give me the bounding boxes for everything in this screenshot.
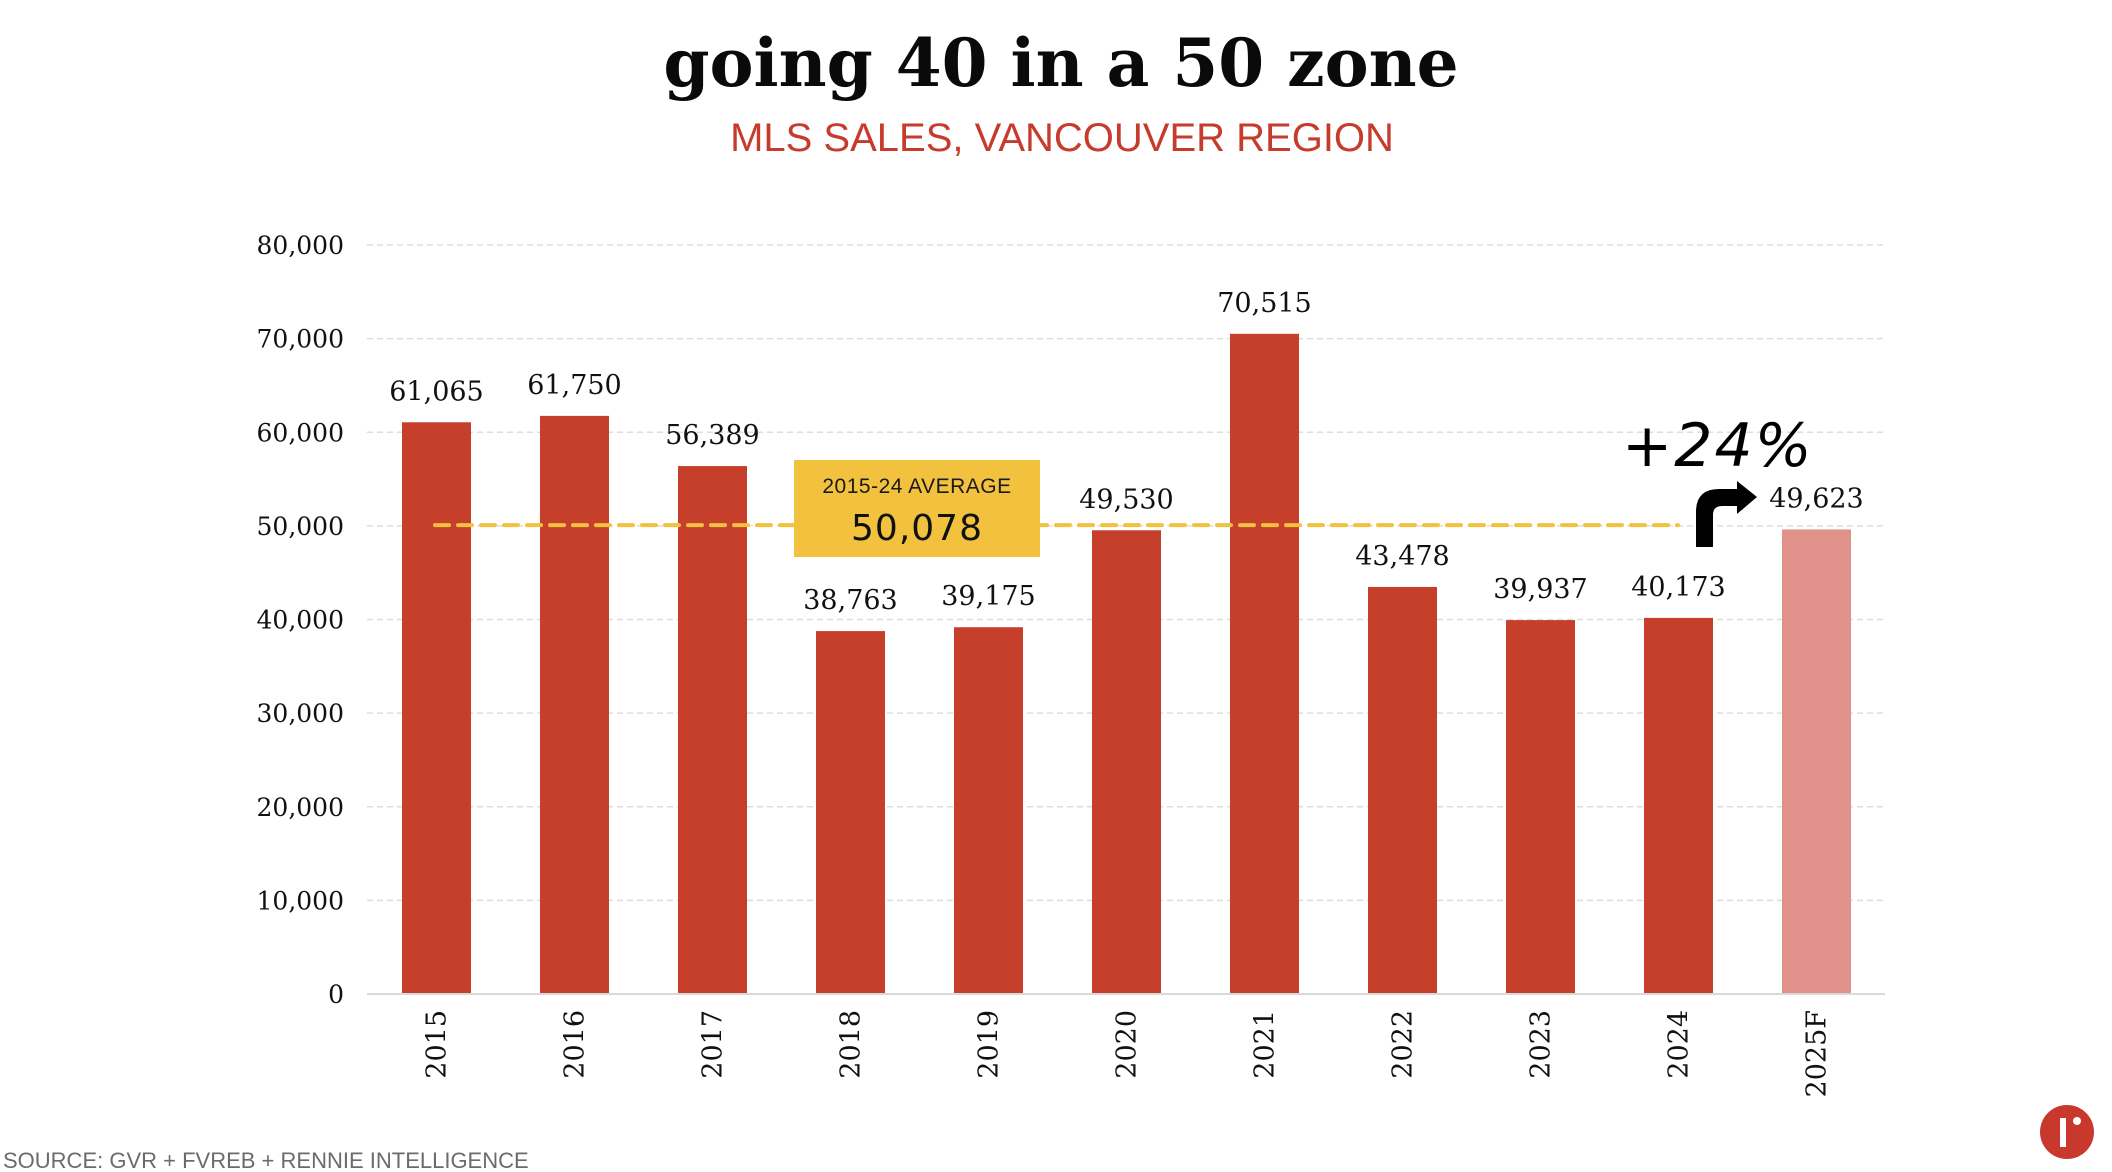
bar-2023 [1506,620,1575,994]
logo-circle [2040,1105,2094,1159]
bar-2021 [1230,333,1299,994]
bar-2020 [1092,530,1161,994]
x-tick-label: 2022 [1388,1010,1419,1079]
data-label: 39,175 [941,581,1035,612]
x-tick-label: 2021 [1250,1010,1281,1079]
data-label: 61,750 [527,370,621,401]
data-label: 38,763 [803,585,897,616]
data-label: 56,389 [665,420,759,451]
bars [402,333,1851,995]
y-tick-label: 80,000 [257,231,344,260]
x-tick-label: 2023 [1526,1010,1557,1079]
y-tick-label: 10,000 [257,886,344,915]
average-box-bg [794,460,1040,557]
logo-letter-dot [2073,1117,2081,1125]
x-tick-label: 2018 [836,1010,867,1079]
x-axis-ticks: 2015 2016 2017 2018 2019 2020 2021 2022 2023 2024… [422,1010,1833,1097]
average-box: 2015-24 AVERAGE 50,078 [794,460,1040,557]
x-tick-label: 2017 [698,1010,729,1079]
y-tick-label: 70,000 [257,325,344,354]
x-tick-label: 2020 [1112,1010,1143,1079]
y-axis-ticks: 0 10,000 20,000 30,000 40,000 50,000 60,000 70,… [257,231,344,1009]
average-caption: 2015-24 AVERAGE [822,475,1011,498]
bar-2016 [540,415,609,995]
data-label: 40,173 [1631,572,1725,603]
data-label: 49,623 [1769,483,1863,514]
bar-2019 [954,627,1023,994]
chart-title: going 40 in a 50 zone [663,24,1458,102]
bar-2024 [1644,617,1713,994]
rennie-logo [2040,1105,2094,1159]
y-tick-label: 20,000 [257,793,344,822]
growth-annotation: +24% [1622,411,1814,481]
y-tick-label: 0 [328,980,344,1009]
source-note: SOURCE: GVR + FVREB + RENNIE INTELLIGENC… [3,1148,529,1172]
data-label: 39,937 [1493,574,1587,605]
data-label: 61,065 [389,376,483,407]
data-labels: 61,065 61,750 56,389 38,763 39,175 49,530 70,5… [389,288,1863,616]
x-tick-label: 2024 [1664,1010,1695,1079]
data-label: 70,515 [1217,288,1311,319]
x-tick-label: 2016 [560,1010,591,1079]
bar-2022 [1368,586,1437,994]
x-tick-label: 2019 [974,1010,1005,1079]
bar-2018 [816,631,885,994]
x-tick-label: 2015 [422,1010,453,1079]
bar-2017 [678,466,747,994]
average-value: 50,078 [851,508,983,549]
data-label: 43,478 [1355,541,1449,572]
y-tick-label: 40,000 [257,606,344,635]
logo-letter-stem [2060,1118,2066,1147]
bent-arrow-icon [1696,481,1757,547]
data-label: 49,530 [1079,484,1173,515]
y-tick-label: 30,000 [257,699,344,728]
chart-subtitle: MLS SALES, VANCOUVER REGION [730,116,1394,160]
bar-2015 [402,422,471,994]
bar-2025F [1782,529,1851,994]
y-tick-label: 60,000 [257,418,344,447]
y-tick-label: 50,000 [257,512,344,541]
x-tick-label: 2025F [1802,1010,1833,1097]
